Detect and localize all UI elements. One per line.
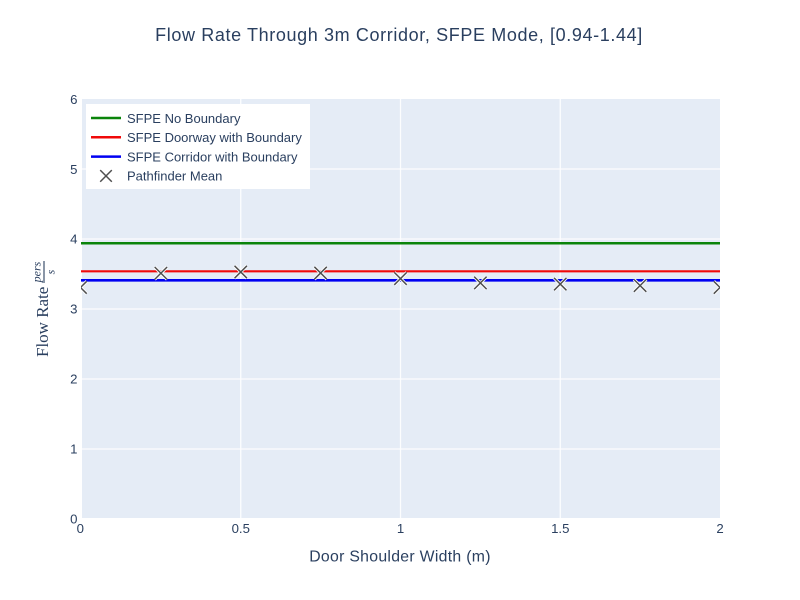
svg-text:Pathfinder Mean: Pathfinder Mean [127,169,222,184]
svg-text:Flow Rate Through 3m Corridor,: Flow Rate Through 3m Corridor, SFPE Mode… [155,25,643,45]
svg-text:0: 0 [70,511,77,526]
svg-text:Door Shoulder Width (m): Door Shoulder Width (m) [309,549,491,566]
svg-text:pers: pers [30,261,44,283]
svg-text:SFPE No Boundary: SFPE No Boundary [127,111,241,126]
svg-text:0: 0 [77,521,84,536]
svg-text:5: 5 [70,162,77,177]
svg-text:0.5: 0.5 [232,521,250,536]
svg-text:2: 2 [716,521,723,536]
svg-text:2: 2 [70,372,77,387]
svg-text:3: 3 [70,302,77,317]
svg-text:1.5: 1.5 [551,521,569,536]
svg-text:s: s [44,269,58,274]
svg-text:6: 6 [70,92,77,107]
svg-text:1: 1 [397,521,404,536]
svg-text:4: 4 [70,232,77,247]
svg-text:SFPE Corridor with Boundary: SFPE Corridor with Boundary [127,149,298,164]
svg-text:1: 1 [70,441,77,456]
svg-text:Flow Rate: Flow Rate [33,287,52,357]
svg-text:SFPE Doorway with Boundary: SFPE Doorway with Boundary [127,130,302,145]
